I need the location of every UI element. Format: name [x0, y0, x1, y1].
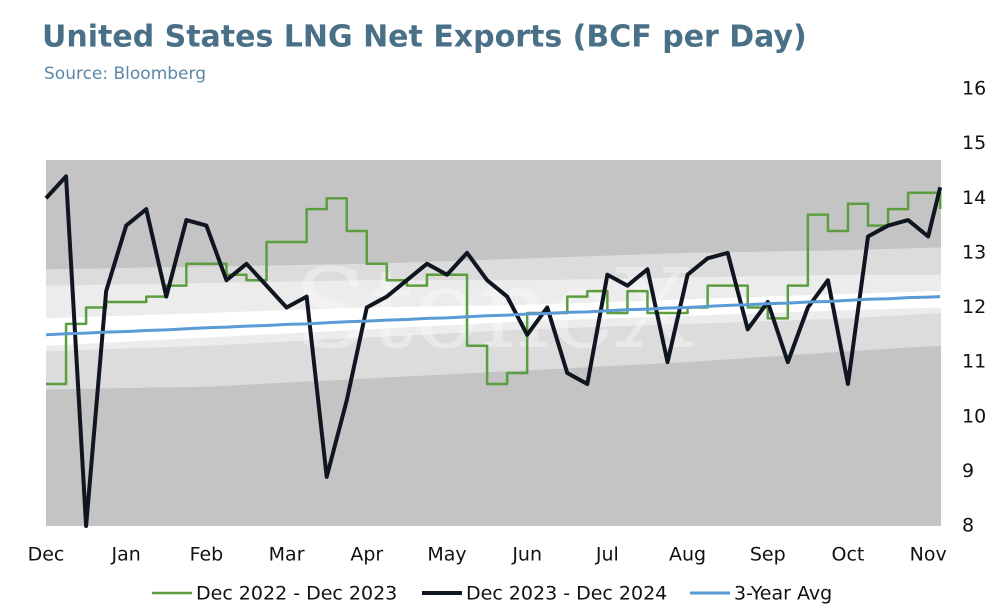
y-tick-label: 9 — [962, 460, 974, 482]
x-tick-label: Jun — [511, 544, 542, 566]
series-line — [45, 295, 941, 337]
legend-label: Dec 2022 - Dec 2023 — [196, 583, 397, 605]
x-tick-label: Aug — [669, 544, 706, 566]
y-tick-label: 10 — [962, 405, 986, 427]
series-line — [46, 191, 942, 386]
y-tick-label: 16 — [962, 78, 986, 100]
y-tick-label: 15 — [962, 132, 986, 154]
x-tick-label: Apr — [350, 544, 383, 566]
x-tick-label: Nov — [910, 544, 947, 566]
x-tick-label: Oct — [832, 544, 865, 566]
series-line — [44, 174, 943, 528]
y-tick-label: 12 — [962, 296, 986, 318]
chart-title: United States LNG Net Exports (BCF per D… — [42, 20, 807, 55]
legend-label: Dec 2023 - Dec 2024 — [466, 583, 667, 605]
x-tick-label: Jan — [111, 544, 141, 566]
x-tick-label: Jul — [595, 544, 619, 566]
legend-label: 3-Year Avg — [734, 583, 832, 605]
x-tick-label: Mar — [269, 544, 305, 566]
y-tick-label: 11 — [962, 351, 986, 373]
y-tick-label: 8 — [962, 515, 974, 537]
x-tick-label: Feb — [190, 544, 224, 566]
y-tick-label: 13 — [962, 241, 986, 263]
x-tick-label: Sep — [750, 544, 786, 566]
x-tick-label: Dec — [28, 544, 65, 566]
x-tick-label: May — [427, 544, 466, 566]
chart-subtitle: Source: Bloomberg — [44, 64, 206, 84]
y-tick-label: 14 — [962, 187, 986, 209]
